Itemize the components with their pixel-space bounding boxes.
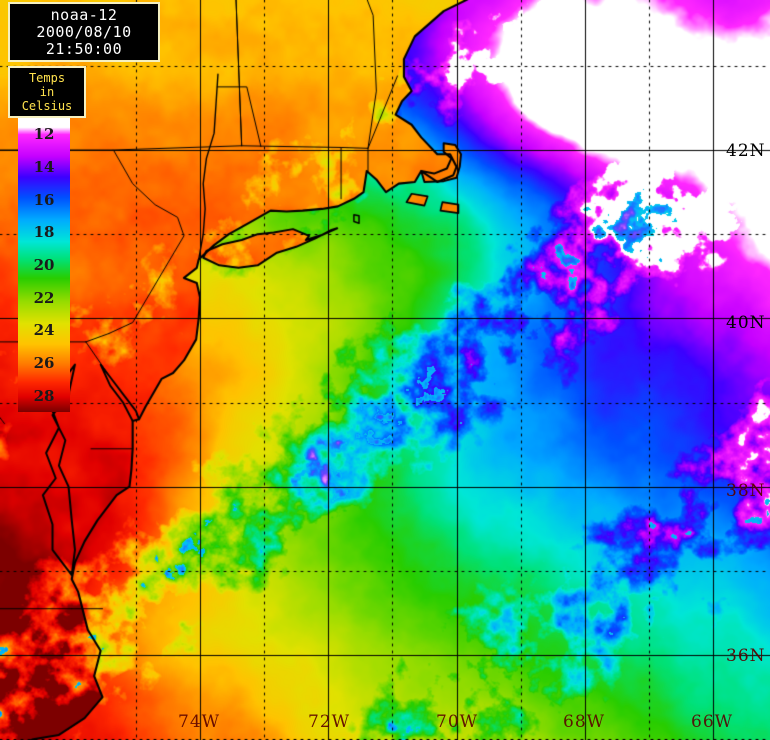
latitude-label-40N: 40N <box>726 313 766 333</box>
colorbar-tick-20: 20 <box>33 256 55 274</box>
legend-title-line1: Temps <box>28 71 66 85</box>
legend-title-line2: in <box>39 85 55 99</box>
image-date: 2000/08/10 <box>36 22 132 41</box>
satellite-name: noaa-12 <box>50 5 118 24</box>
longitude-label-74W: 74W <box>178 712 221 732</box>
colorbar-tick-24: 24 <box>33 321 55 340</box>
image-time: 21:50:00 <box>45 39 123 58</box>
legend-title-box: Temps in Celsius <box>8 66 86 118</box>
header-info-box: noaa-12 2000/08/10 21:50:00 <box>8 2 160 62</box>
latitude-label-36N: 36N <box>726 646 766 666</box>
colorbar-tick-12: 12 <box>33 125 55 144</box>
latitude-label-38N: 38N <box>726 481 766 501</box>
legend-title-line3: Celsius <box>21 99 73 113</box>
colorbar-gradient <box>18 118 70 412</box>
longitude-label-72W: 72W <box>308 712 351 732</box>
colorbar-tick-14: 14 <box>33 158 55 176</box>
longitude-label-66W: 66W <box>691 712 734 732</box>
temperature-colorbar <box>18 118 70 412</box>
colorbar-tick-18: 18 <box>33 223 55 242</box>
latitude-label-42N: 42N <box>726 141 766 161</box>
colorbar-tick-22: 22 <box>33 288 55 307</box>
longitude-label-70W: 70W <box>436 712 479 732</box>
colorbar-tick-16: 16 <box>33 190 55 209</box>
colorbar-tick-26: 26 <box>33 354 55 372</box>
colorbar-tick-28: 28 <box>33 386 55 405</box>
longitude-label-68W: 68W <box>563 712 606 732</box>
